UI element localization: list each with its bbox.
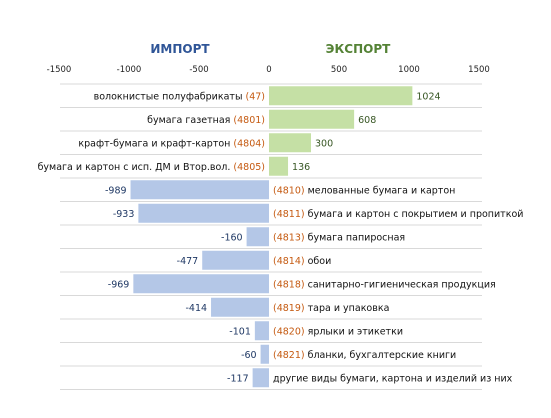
x-tick-label: -500 xyxy=(189,65,208,75)
value-label: -60 xyxy=(241,350,257,361)
import-bar xyxy=(211,297,269,317)
category-label: бумага и картон с исп. ДМ и Втор.вол. (4… xyxy=(38,162,265,173)
export-bar xyxy=(269,156,289,176)
category-label: (4819) тара и упаковка xyxy=(273,303,389,314)
export-header: ЭКСПОРТ xyxy=(326,42,391,56)
value-label: 1024 xyxy=(416,91,440,102)
import-bar xyxy=(260,344,269,364)
export-bar xyxy=(269,133,311,153)
value-label: 300 xyxy=(315,138,333,149)
value-label: -477 xyxy=(177,256,199,267)
value-label: 136 xyxy=(292,162,310,173)
category-label: другие виды бумаги, картона и изделий из… xyxy=(273,373,513,384)
import-bar xyxy=(246,227,269,247)
value-label: -969 xyxy=(108,279,130,290)
import-bar xyxy=(202,250,269,270)
x-tick-label: 0 xyxy=(266,65,271,75)
x-tick-label: 1500 xyxy=(468,65,490,75)
value-label: -989 xyxy=(105,185,127,196)
category-label: волокнистые полуфабрикаты (47) xyxy=(94,91,265,102)
gridlines xyxy=(60,83,482,390)
value-label: -933 xyxy=(113,209,135,220)
category-label: (4818) санитарно-гигиеническая продукция xyxy=(273,279,496,290)
category-label: (4811) бумага и картон с покрытием и про… xyxy=(273,209,523,220)
x-tick-label: -1000 xyxy=(117,65,142,75)
x-tick-label: 500 xyxy=(331,65,347,75)
value-label: -101 xyxy=(229,326,251,337)
category-label: (4813) бумага папиросная xyxy=(273,232,405,243)
export-bar xyxy=(269,109,355,129)
import-bar xyxy=(252,368,269,388)
category-label: бумага газетная (4801) xyxy=(147,115,265,126)
category-label: (4821) бланки, бухгалтерские книги xyxy=(273,350,456,361)
x-tick-label: -1500 xyxy=(47,65,72,75)
bars xyxy=(130,86,413,388)
category-label: (4810) мелованные бумага и картон xyxy=(273,185,455,196)
value-label: -160 xyxy=(221,232,243,243)
value-label: -117 xyxy=(227,373,249,384)
value-label: -414 xyxy=(185,303,207,314)
category-label: (4820) ярлыки и этикетки xyxy=(273,326,403,337)
import-bar xyxy=(254,321,269,341)
category-label: крафт-бумага и крафт-картон (4804) xyxy=(78,138,265,149)
value-label: 608 xyxy=(358,115,376,126)
category-label: (4814) обои xyxy=(273,256,331,267)
x-tick-label: 1000 xyxy=(398,65,420,75)
import-bar xyxy=(138,203,269,223)
x-axis-ticks: -1500 -1000 -500 0 500 1000 1500 xyxy=(47,65,490,75)
import-bar xyxy=(133,274,269,294)
category-labels: волокнистые полуфабрикаты (47) бумага газ… xyxy=(38,91,524,384)
value-labels: 1024 608 300 136 -989 -933 -160 -477 -969 -414 -10… xyxy=(105,91,441,384)
import-bar xyxy=(130,180,269,200)
export-bar xyxy=(269,86,413,106)
import-header: ИМПОРТ xyxy=(150,42,210,56)
